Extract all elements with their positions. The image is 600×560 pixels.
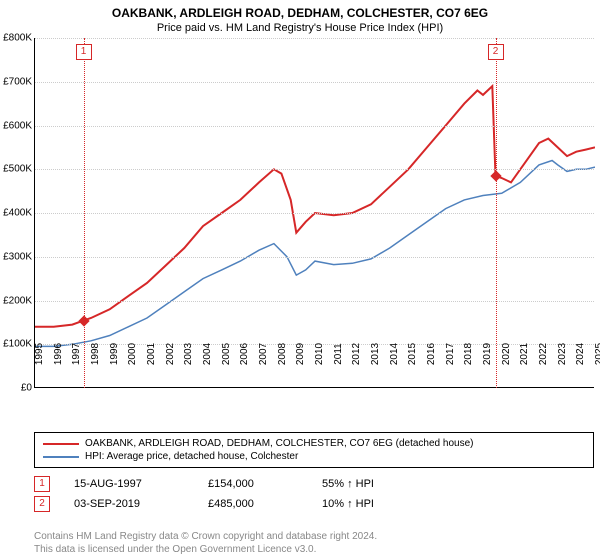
chart-subtitle: Price paid vs. HM Land Registry's House … [0,20,600,38]
y-tick-label: £0 [21,383,32,394]
x-tick-label: 2023 [557,343,568,365]
x-tick-label: 2011 [333,343,344,365]
x-tick-label: 2021 [519,343,530,365]
x-tick-label: 1997 [71,343,82,365]
legend-label: OAKBANK, ARDLEIGH ROAD, DEDHAM, COLCHEST… [85,438,473,449]
x-tick-label: 2007 [258,343,269,365]
footer-line1: Contains HM Land Registry data © Crown c… [34,531,377,544]
transaction-hpi-delta: 10% ↑ HPI [322,498,374,510]
x-tick-label: 2014 [389,343,400,365]
legend-swatch [43,443,79,445]
legend-row: OAKBANK, ARDLEIGH ROAD, DEDHAM, COLCHEST… [43,437,585,450]
gridline [35,82,594,83]
y-tick-label: £700K [3,76,32,87]
series-hpi [35,161,595,347]
x-tick-label: 1998 [90,343,101,365]
x-tick-label: 2020 [501,343,512,365]
x-tick-label: 2008 [277,343,288,365]
transaction-marker-line [496,38,497,388]
gridline [35,126,594,127]
x-tick-label: 2010 [314,343,325,365]
y-tick-label: £600K [3,120,32,131]
transaction-number-box: 1 [34,476,50,492]
x-tick-label: 2013 [370,343,381,365]
x-tick-label: 1996 [53,343,64,365]
plot: 12 [34,38,594,388]
x-tick-label: 2002 [165,343,176,365]
legend-row: HPI: Average price, detached house, Colc… [43,450,585,463]
footer-attribution: Contains HM Land Registry data © Crown c… [34,531,377,556]
legend-label: HPI: Average price, detached house, Colc… [85,451,298,462]
transaction-marker-box: 1 [76,44,92,60]
y-tick-label: £100K [3,339,32,350]
series-property [35,86,595,327]
transaction-row: 1 15-AUG-1997 £154,000 55% ↑ HPI [34,474,594,494]
x-tick-label: 2012 [351,343,362,365]
transaction-hpi-delta: 55% ↑ HPI [322,478,374,490]
x-tick-label: 2000 [127,343,138,365]
x-tick-label: 2024 [575,343,586,365]
y-tick-label: £500K [3,164,32,175]
y-tick-label: £800K [3,33,32,44]
transaction-marker-box: 2 [488,44,504,60]
x-tick-label: 1995 [34,343,45,365]
transactions-table: 1 15-AUG-1997 £154,000 55% ↑ HPI 2 03-SEP-201… [34,474,594,514]
gridline [35,38,594,39]
x-tick-label: 2001 [146,343,157,365]
x-tick-label: 2019 [482,343,493,365]
x-tick-label: 1999 [109,343,120,365]
transaction-price: £485,000 [208,498,298,510]
x-tick-label: 2004 [202,343,213,365]
gridline [35,213,594,214]
legend: OAKBANK, ARDLEIGH ROAD, DEDHAM, COLCHEST… [34,432,594,468]
gridline [35,257,594,258]
gridline [35,301,594,302]
x-tick-label: 2003 [183,343,194,365]
x-tick-label: 2015 [407,343,418,365]
transaction-marker-line [84,38,85,388]
chart-container: OAKBANK, ARDLEIGH ROAD, DEDHAM, COLCHEST… [0,0,600,560]
transaction-date: 03-SEP-2019 [74,498,184,510]
y-tick-label: £400K [3,208,32,219]
y-axis: £0£100K£200K£300K£400K£500K£600K£700K£80… [0,38,34,388]
plot-area: £0£100K£200K£300K£400K£500K£600K£700K£80… [34,38,594,388]
transaction-date: 15-AUG-1997 [74,478,184,490]
transaction-price: £154,000 [208,478,298,490]
x-tick-label: 2022 [538,343,549,365]
x-tick-label: 2005 [221,343,232,365]
transaction-row: 2 03-SEP-2019 £485,000 10% ↑ HPI [34,494,594,514]
y-tick-label: £300K [3,251,32,262]
x-axis: 1995199619971998199920002001200220032004… [34,350,594,386]
x-tick-label: 2025 [594,343,600,365]
footer-line2: This data is licensed under the Open Gov… [34,544,377,557]
x-tick-label: 2009 [295,343,306,365]
x-tick-label: 2018 [463,343,474,365]
gridline [35,169,594,170]
legend-swatch [43,456,79,458]
chart-title: OAKBANK, ARDLEIGH ROAD, DEDHAM, COLCHEST… [0,0,600,20]
x-tick-label: 2006 [239,343,250,365]
x-tick-label: 2016 [426,343,437,365]
transaction-number-box: 2 [34,496,50,512]
y-tick-label: £200K [3,295,32,306]
x-tick-label: 2017 [445,343,456,365]
